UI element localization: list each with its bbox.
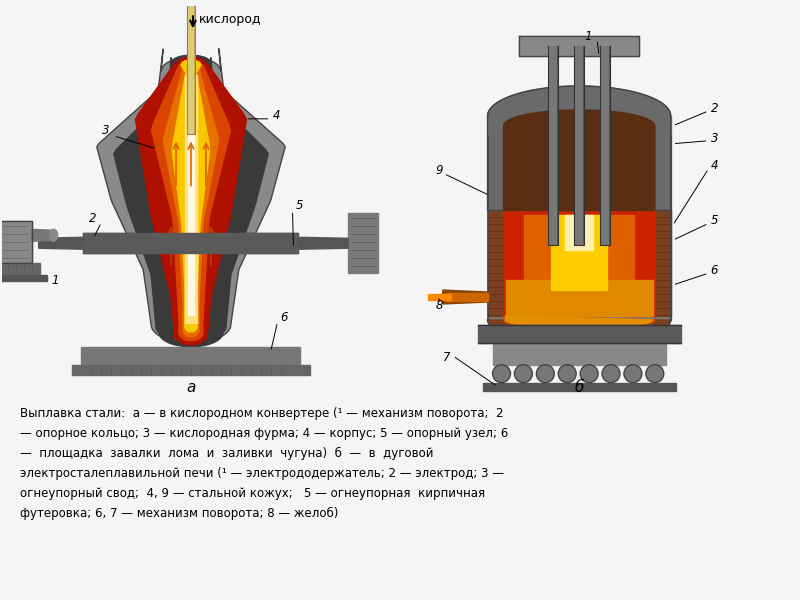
Polygon shape bbox=[32, 229, 54, 241]
Polygon shape bbox=[298, 237, 348, 249]
Polygon shape bbox=[348, 214, 378, 273]
Polygon shape bbox=[655, 211, 670, 316]
Polygon shape bbox=[550, 46, 558, 245]
Circle shape bbox=[580, 365, 598, 383]
Text: огнеупорный свод;  4, 9 — стальной кожух;   5 — огнеупорная  кирпичная: огнеупорный свод; 4, 9 — стальной кожух;… bbox=[20, 487, 485, 500]
Polygon shape bbox=[487, 320, 670, 342]
Polygon shape bbox=[83, 233, 298, 253]
Text: Выплавка стали:  а — в кислородном конвертере (¹ — механизм поворота;  2: Выплавка стали: а — в кислородном конвер… bbox=[20, 407, 503, 421]
Text: футеровка; 6, 7 — механизм поворота; 8 — желоб): футеровка; 6, 7 — механизм поворота; 8 —… bbox=[20, 507, 338, 520]
Text: 1: 1 bbox=[584, 30, 592, 43]
Polygon shape bbox=[574, 46, 584, 245]
Circle shape bbox=[536, 365, 554, 383]
Polygon shape bbox=[185, 75, 197, 323]
Text: 3: 3 bbox=[102, 124, 110, 137]
Polygon shape bbox=[551, 215, 607, 290]
Text: электросталеплавильной печи (¹ — электрододержатель; 2 — электрод; 3 —: электросталеплавильной печи (¹ — электро… bbox=[20, 467, 504, 480]
Text: 5: 5 bbox=[295, 199, 303, 212]
Polygon shape bbox=[503, 211, 655, 316]
Polygon shape bbox=[503, 316, 655, 330]
Polygon shape bbox=[428, 294, 450, 300]
Text: б: б bbox=[574, 380, 584, 395]
Polygon shape bbox=[503, 110, 655, 211]
Text: —  площадка  завалки  лома  и  заливки  чугуна)  б  —  в  дуговой: — площадка завалки лома и заливки чугуна… bbox=[20, 448, 434, 460]
Polygon shape bbox=[114, 55, 268, 347]
Circle shape bbox=[602, 365, 620, 383]
Polygon shape bbox=[135, 57, 246, 345]
Text: 8: 8 bbox=[435, 299, 443, 313]
Polygon shape bbox=[575, 46, 583, 245]
Polygon shape bbox=[506, 316, 653, 328]
Polygon shape bbox=[172, 60, 210, 332]
Ellipse shape bbox=[50, 229, 58, 241]
Text: 6: 6 bbox=[281, 311, 288, 325]
Text: а: а bbox=[186, 380, 196, 395]
Text: кислород: кислород bbox=[199, 13, 262, 26]
Polygon shape bbox=[187, 7, 195, 134]
Text: — опорное кольцо; 3 — кислородная фурма; 4 — корпус; 5 — опорный узел; 6: — опорное кольцо; 3 — кислородная фурма;… bbox=[20, 427, 508, 440]
Polygon shape bbox=[566, 215, 593, 250]
Text: 6: 6 bbox=[710, 263, 718, 277]
Polygon shape bbox=[163, 60, 218, 337]
Polygon shape bbox=[519, 36, 639, 56]
Polygon shape bbox=[0, 221, 32, 263]
Polygon shape bbox=[487, 211, 503, 316]
Text: 7: 7 bbox=[443, 351, 450, 364]
Polygon shape bbox=[482, 383, 676, 391]
Polygon shape bbox=[600, 46, 610, 245]
Text: 3: 3 bbox=[710, 132, 718, 145]
Polygon shape bbox=[188, 7, 194, 134]
Text: 2: 2 bbox=[89, 212, 97, 225]
Circle shape bbox=[514, 365, 532, 383]
Polygon shape bbox=[525, 215, 634, 311]
Polygon shape bbox=[548, 46, 558, 245]
Polygon shape bbox=[487, 86, 670, 211]
Text: 2: 2 bbox=[710, 103, 718, 115]
Polygon shape bbox=[601, 46, 609, 245]
Polygon shape bbox=[506, 280, 653, 316]
Polygon shape bbox=[97, 49, 286, 343]
Polygon shape bbox=[151, 60, 230, 341]
Polygon shape bbox=[0, 263, 40, 275]
Polygon shape bbox=[71, 365, 310, 374]
Circle shape bbox=[558, 365, 576, 383]
Circle shape bbox=[624, 365, 642, 383]
Polygon shape bbox=[478, 325, 681, 343]
Polygon shape bbox=[487, 116, 670, 320]
Text: 4: 4 bbox=[710, 159, 718, 172]
Circle shape bbox=[646, 365, 664, 383]
Text: 9: 9 bbox=[435, 164, 443, 177]
Polygon shape bbox=[172, 60, 210, 332]
Polygon shape bbox=[446, 293, 487, 301]
Text: 5: 5 bbox=[710, 214, 718, 227]
Text: 1: 1 bbox=[51, 274, 58, 287]
Polygon shape bbox=[38, 237, 83, 249]
Polygon shape bbox=[443, 290, 487, 304]
Polygon shape bbox=[493, 343, 666, 365]
Polygon shape bbox=[487, 320, 670, 342]
Circle shape bbox=[493, 365, 510, 383]
Polygon shape bbox=[0, 275, 46, 281]
Text: 4: 4 bbox=[273, 109, 280, 122]
Polygon shape bbox=[82, 347, 301, 365]
Polygon shape bbox=[188, 80, 194, 315]
